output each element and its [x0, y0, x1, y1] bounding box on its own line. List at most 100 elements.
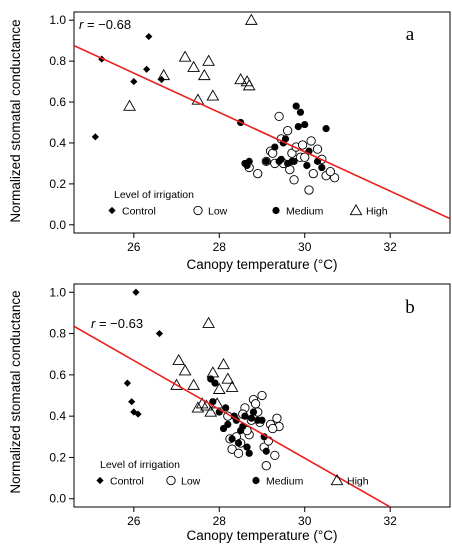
correlation-value: = −0.68 [83, 17, 131, 32]
x-tick-label: 26 [127, 240, 141, 254]
y-tick-label: 1.0 [49, 13, 66, 27]
legend-marker-medium [252, 476, 260, 485]
point-high [202, 54, 215, 66]
correlation-value: = −0.63 [95, 316, 143, 331]
point-medium [318, 163, 326, 172]
point-low [261, 461, 271, 471]
legend-label-medium: Medium [266, 476, 304, 488]
legend-label-high: High [366, 206, 388, 218]
y-axis-title: Normalized stomatal conductance [8, 290, 23, 493]
point-high [187, 378, 201, 390]
y-tick-label: 0.0 [49, 492, 66, 506]
legend-label-high: High [347, 476, 369, 488]
y-tick-label: 1.0 [49, 285, 66, 299]
point-low [297, 140, 308, 150]
x-tick-label: 30 [298, 514, 312, 528]
x-tick-label: 32 [384, 514, 398, 528]
point-control [130, 408, 138, 416]
point-high [170, 378, 183, 390]
point-low [289, 175, 299, 185]
point-low [268, 423, 278, 434]
point-low [306, 136, 316, 146]
point-control [143, 65, 151, 73]
legend-label-control: Control [110, 476, 144, 488]
y-tick-label: 0.2 [49, 450, 66, 464]
point-medium [262, 447, 270, 455]
point-medium [258, 416, 266, 424]
point-control [91, 133, 99, 141]
point-high [225, 380, 239, 392]
point-high [191, 93, 205, 105]
point-medium [303, 161, 311, 170]
legend-marker-medium [272, 206, 280, 215]
point-medium [224, 420, 232, 429]
panel-a: Canopy temperature (°C) Normalized stoma… [8, 11, 451, 272]
legend-label-medium: Medium [286, 206, 324, 218]
point-high [206, 89, 220, 101]
y-tick-label: 0.4 [49, 136, 66, 150]
x-tick-label: 26 [127, 514, 141, 528]
point-medium [234, 439, 243, 447]
legend-marker-high [349, 203, 363, 216]
point-high [197, 68, 211, 81]
point-low [300, 152, 310, 162]
point-medium [245, 449, 253, 457]
point-high [206, 366, 220, 378]
point-medium [247, 414, 255, 422]
x-tick-label: 30 [298, 240, 312, 254]
panel-b: Canopy temperature (°C) Normalized stoma… [8, 283, 451, 543]
point-low [325, 166, 336, 177]
x-tick-label: 32 [384, 240, 398, 254]
legend-marker-low [193, 205, 203, 216]
point-medium [230, 412, 238, 420]
point-medium [260, 433, 268, 441]
correlation-label: r = −0.63 [91, 316, 143, 331]
point-medium [243, 161, 251, 170]
point-medium [262, 157, 270, 165]
point-high [242, 79, 256, 91]
point-control [155, 329, 164, 338]
point-low [274, 111, 284, 122]
point-medium [271, 143, 279, 151]
legend-title: Level of irrigation [100, 459, 180, 471]
point-control [128, 398, 136, 406]
point-high [178, 50, 192, 62]
y-tick-label: 0.8 [49, 327, 66, 341]
point-high [172, 353, 186, 366]
point-medium [281, 135, 290, 143]
regression-line [74, 44, 450, 220]
point-high [204, 405, 218, 417]
point-high [157, 68, 171, 81]
y-tick-label: 0.2 [49, 177, 66, 191]
point-high [123, 99, 136, 111]
point-low [308, 169, 318, 179]
point-medium [296, 108, 305, 116]
y-tick-label: 0.4 [49, 409, 66, 423]
point-low [227, 444, 237, 454]
data-layer [74, 13, 450, 220]
correlation-symbol: r [79, 17, 84, 32]
point-high [212, 382, 226, 394]
correlation-symbol: r [91, 316, 96, 331]
point-high [191, 401, 205, 413]
point-low [257, 390, 267, 401]
x-axis-title: Canopy temperature (°C) [187, 528, 338, 543]
y-tick-label: 0.0 [49, 218, 66, 232]
point-high [244, 13, 258, 25]
point-control [123, 379, 132, 387]
legend-title: Level of irrigation [114, 189, 194, 201]
point-control [134, 410, 142, 418]
y-axis-title: Normalized stomatal conductance [8, 19, 23, 222]
point-medium [277, 155, 285, 163]
point-medium [290, 157, 298, 165]
point-medium [222, 404, 230, 412]
point-medium [292, 102, 300, 110]
point-high [200, 399, 213, 411]
point-low [253, 169, 263, 179]
legend-marker-low [166, 475, 176, 486]
point-low [233, 448, 244, 458]
point-control [132, 288, 140, 296]
point-low [312, 144, 323, 154]
x-tick-label: 28 [213, 240, 227, 254]
